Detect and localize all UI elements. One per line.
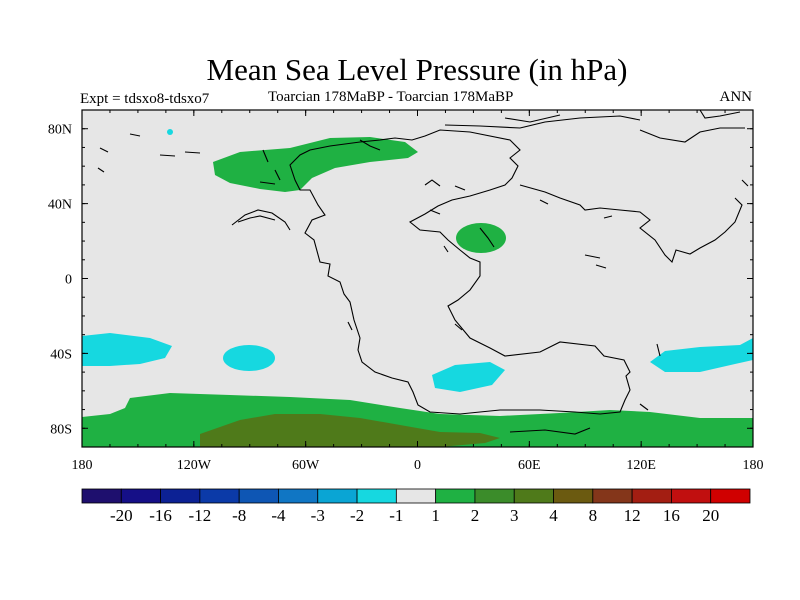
colorbar-segment <box>592 488 633 504</box>
colorbar-label: 12 <box>624 506 641 525</box>
y-tick-label: 40N <box>48 198 72 213</box>
positive-anomaly-southern-core <box>200 414 500 447</box>
colorbar-segment <box>356 488 397 504</box>
colorbar-segment <box>199 488 240 504</box>
colorbar-label: 2 <box>471 506 480 525</box>
axis-ticks <box>81 109 754 448</box>
positive-anomaly-north-pacific <box>213 137 418 192</box>
colorbar-segment <box>631 488 672 504</box>
x-tick-label: 120W <box>177 458 212 473</box>
colorbar-segment <box>278 488 319 504</box>
colorbar-labels: -20 -16 -12 -8 -4 -3 -2 -1 1 2 3 4 8 12 16 20 <box>110 506 719 525</box>
positive-anomaly-tethys <box>456 223 506 253</box>
colorbar-label: -2 <box>350 506 364 525</box>
colorbar-segment <box>435 488 476 504</box>
coastlines <box>97 109 749 435</box>
experiment-label: Expt = tdsxo8-tdsxo7 <box>80 91 210 107</box>
colorbar-label: -4 <box>271 506 286 525</box>
colorbar-segment <box>553 488 594 504</box>
colorbar-segment <box>671 488 712 504</box>
colorbar-label: -16 <box>149 506 172 525</box>
colorbar-segment <box>395 488 437 504</box>
colorbar-segment <box>160 488 201 504</box>
colorbar-segment <box>710 488 751 504</box>
negative-anomaly-arctic-dot <box>167 129 173 135</box>
y-tick-label: 80S <box>50 422 72 437</box>
x-tick-label: 180 <box>72 458 93 473</box>
colorbar-label: 16 <box>663 506 680 525</box>
colorbar-segment <box>120 488 161 504</box>
colorbar-segment <box>317 488 358 504</box>
x-tick-label: 60W <box>292 458 320 473</box>
colorbar-segment <box>474 488 515 504</box>
map-background <box>82 110 753 447</box>
y-tick-label: 80N <box>48 123 72 138</box>
negative-anomaly-west-pacific <box>82 333 172 366</box>
negative-anomaly-south-atlantic <box>432 362 505 392</box>
y-tick-label: 0 <box>65 273 72 288</box>
colorbar-label: -8 <box>232 506 246 525</box>
negative-anomaly-southeast <box>650 338 753 372</box>
period-label: Toarcian 178MaBP - Toarcian 178MaBP <box>268 89 514 105</box>
negative-anomaly-south-pacific <box>223 345 275 371</box>
colorbar-label: -12 <box>189 506 212 525</box>
x-tick-label: 180 <box>743 458 764 473</box>
axis-tick-labels: 180 120W 60W 0 60E 120E 180 80N 40N 0 40S 80S <box>48 123 764 473</box>
colorbar-label: 20 <box>702 506 719 525</box>
colorbar-label: -20 <box>110 506 133 525</box>
colorbar-segment <box>238 488 279 504</box>
colorbar-label: -3 <box>311 506 325 525</box>
season-label: ANN <box>719 89 753 105</box>
colorbar <box>81 488 751 504</box>
x-tick-label: 60E <box>518 458 541 473</box>
y-tick-label: 40S <box>50 347 72 362</box>
x-tick-label: 0 <box>414 458 421 473</box>
colorbar-segment <box>81 488 122 504</box>
colorbar-segment <box>513 488 554 504</box>
colorbar-label: 3 <box>510 506 519 525</box>
colorbar-label: 1 <box>431 506 440 525</box>
colorbar-label: 8 <box>589 506 598 525</box>
colorbar-label: 4 <box>549 506 558 525</box>
x-tick-label: 120E <box>626 458 656 473</box>
chart-title: Mean Sea Level Pressure (in hPa) <box>206 52 628 87</box>
colorbar-label: -1 <box>389 506 403 525</box>
